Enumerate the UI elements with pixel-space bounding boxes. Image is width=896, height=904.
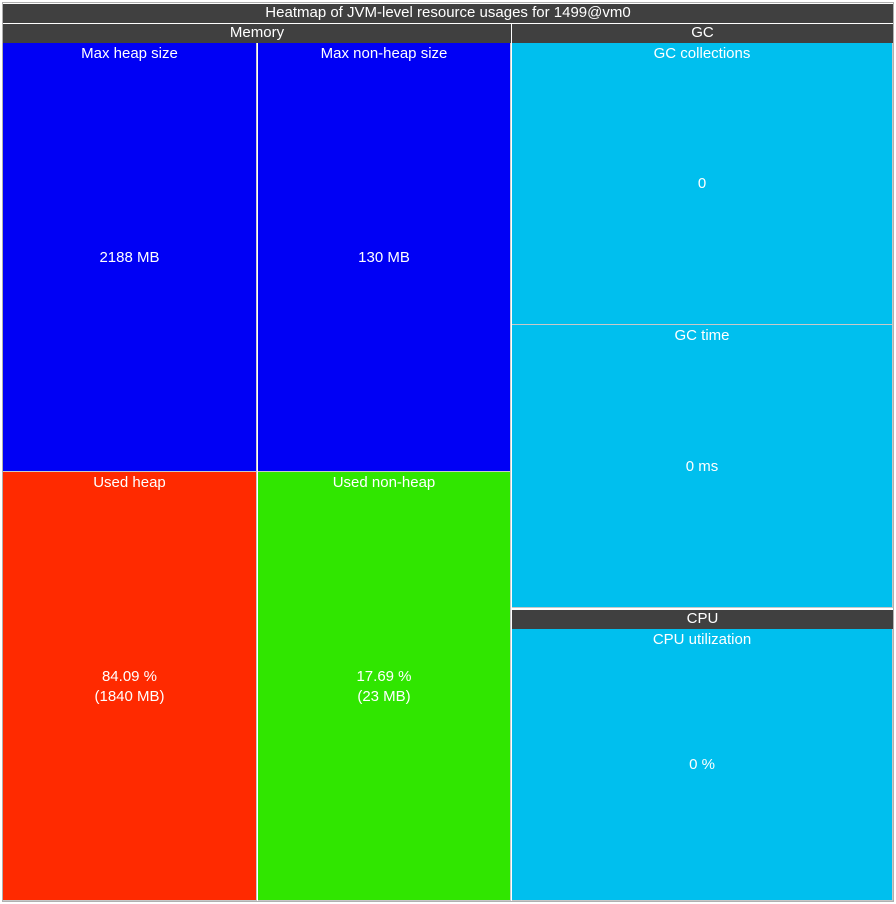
cell-label: Used non-heap	[332, 474, 436, 491]
heatmap-cell-used-heap: Used heap 84.09 % (1840 MB)	[3, 472, 257, 901]
group-header-memory: Memory	[3, 24, 511, 43]
cell-label: CPU utilization	[652, 631, 752, 648]
group-header-cpu: CPU	[512, 610, 893, 629]
heatmap-cell-used-non-heap: Used non-heap 17.69 % (23 MB)	[258, 472, 511, 901]
cell-value: (23 MB)	[357, 688, 411, 705]
heatmap-cell-cpu-utilization: CPU utilization 0 %	[512, 629, 893, 901]
heatmap-cell-max-heap-size: Max heap size 2188 MB	[3, 43, 257, 472]
heatmap-cell-gc-time: GC time 0 ms	[512, 325, 893, 608]
heatmap-cell-max-non-heap-size: Max non-heap size 130 MB	[258, 43, 511, 472]
cell-value: 2188 MB	[99, 249, 160, 266]
cell-value: 130 MB	[358, 249, 410, 266]
cell-label: GC collections	[653, 45, 751, 62]
cell-value: 0 %	[689, 756, 715, 773]
cell-value: 0 ms	[685, 458, 719, 475]
cell-label: GC time	[674, 327, 730, 344]
cell-value: 17.69 %	[356, 668, 412, 685]
heatmap-title: Heatmap of JVM-level resource usages for…	[3, 4, 893, 23]
group-header-gc: GC	[512, 24, 893, 43]
cell-value: (1840 MB)	[94, 688, 165, 705]
cell-label: Max heap size	[81, 45, 178, 62]
cell-value: 0	[697, 175, 707, 192]
cell-label: Max non-heap size	[320, 45, 448, 62]
cell-value: 84.09 %	[101, 668, 158, 685]
cell-label: Used heap	[93, 474, 166, 491]
heatmap-cell-gc-collections: GC collections 0	[512, 43, 893, 325]
